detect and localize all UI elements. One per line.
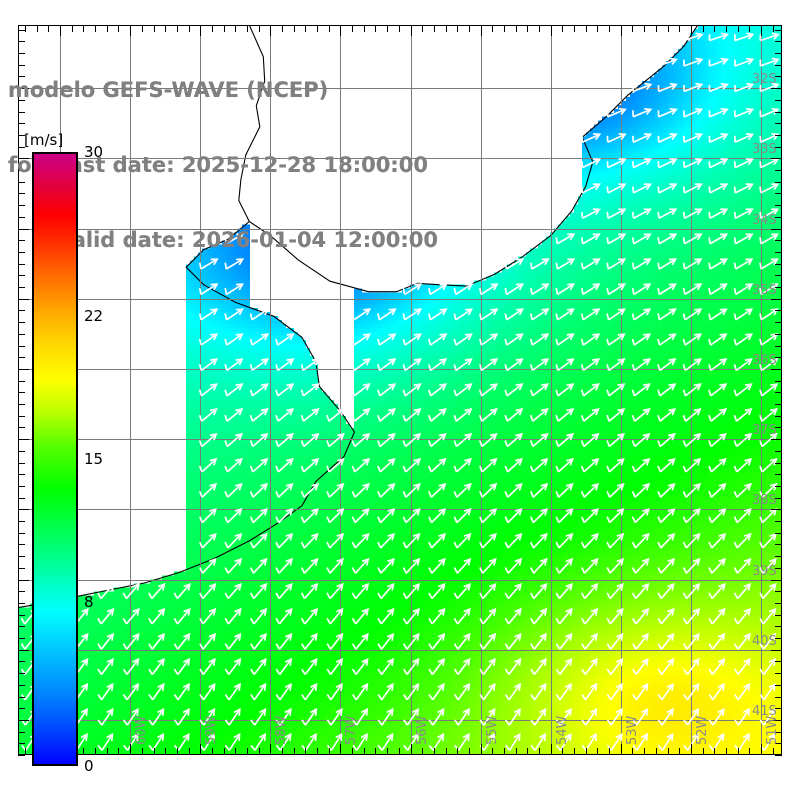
lat-label-40S: 40S: [752, 633, 777, 649]
wind-speed-field: [18, 25, 782, 755]
lat-label-37S: 37S: [752, 423, 777, 439]
lon-label-55W: 55W: [484, 715, 500, 745]
lon-label-57W: 57W: [344, 715, 360, 745]
lat-label-38S: 38S: [752, 493, 777, 509]
colorbar-tick-8: 8: [84, 593, 94, 612]
colorbar-tick-30: 30: [84, 143, 104, 161]
map-plot-area[interactable]: [18, 25, 782, 755]
colorbar[interactable]: [32, 152, 78, 766]
colorbar-gradient: [32, 152, 78, 766]
colorbar-tick-0: 0: [84, 757, 94, 775]
lat-label-39S: 39S: [752, 563, 777, 579]
lon-label-60W: 60W: [134, 715, 150, 745]
lon-label-56W: 56W: [414, 715, 430, 745]
lat-label-41S: 41S: [752, 703, 777, 719]
colorbar-tick-15: 15: [84, 450, 104, 468]
lon-label-53W: 53W: [624, 715, 640, 745]
title-valid-date: valid date: 2026-01-04 12:00:00: [58, 228, 438, 252]
title-model: modelo GEFS-WAVE (NCEP): [8, 78, 329, 102]
colorbar-tick-22: 22: [84, 306, 104, 325]
wind-direction-arrows: [20, 32, 780, 751]
lon-label-51W: 51W: [764, 715, 780, 745]
lon-label-58W: 58W: [274, 715, 290, 745]
lat-label-34S: 34S: [752, 212, 777, 228]
lat-label-33S: 33S: [752, 142, 777, 158]
lat-label-35S: 35S: [752, 282, 777, 298]
page-title: modelo GEFS-WAVE (NCEP) forecast date: 2…: [8, 28, 488, 303]
lat-label-36S: 36S: [752, 352, 777, 368]
title-forecast-date: forecast date: 2025-12-28 18:00:00: [8, 153, 428, 177]
colorbar-unit-label: [m/s]: [24, 131, 64, 149]
lat-label-32S: 32S: [752, 72, 777, 88]
lon-label-59W: 59W: [204, 715, 220, 745]
lon-label-54W: 54W: [554, 715, 570, 745]
lon-label-52W: 52W: [694, 715, 710, 745]
